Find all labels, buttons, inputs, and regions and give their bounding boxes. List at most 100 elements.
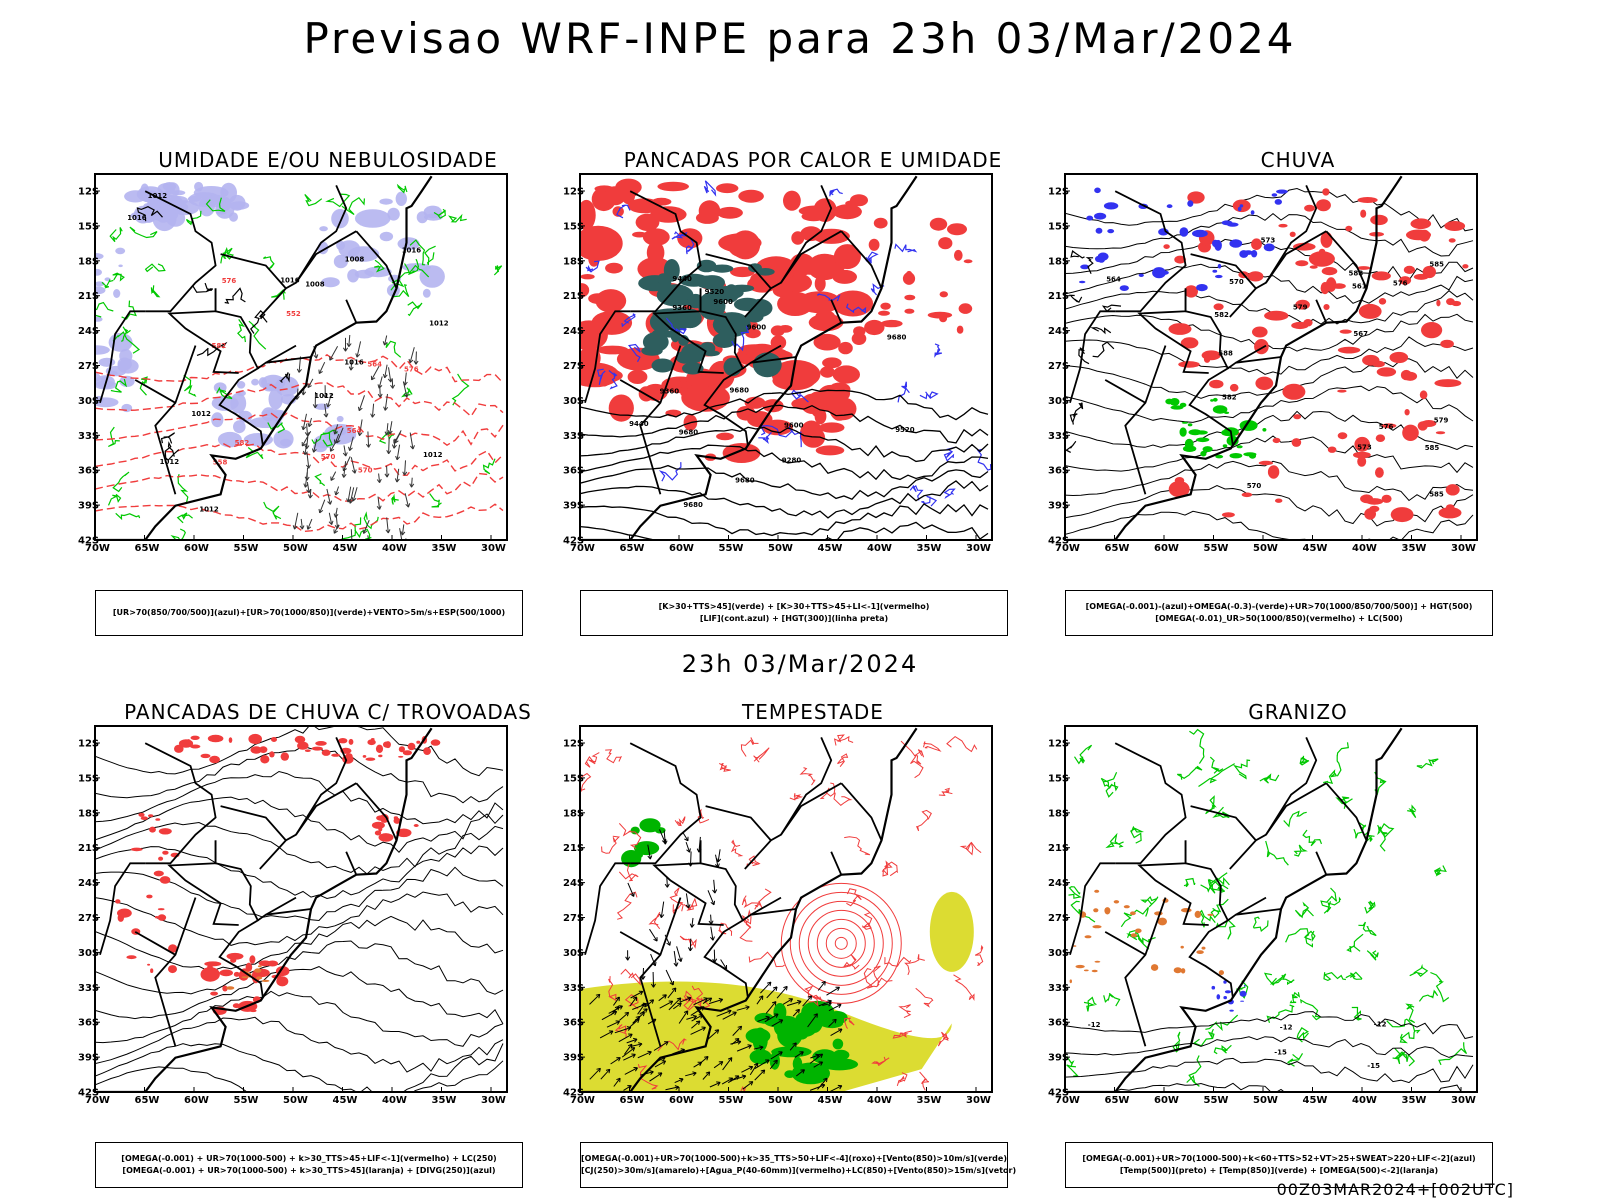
omega500-area	[1084, 935, 1092, 939]
rain-area	[1209, 379, 1224, 389]
coastline	[1065, 175, 1403, 540]
lat-tick-label: 12S	[1048, 739, 1069, 750]
wind-vector	[376, 505, 382, 510]
wind-vector	[307, 422, 313, 428]
precipitable-water-contour	[754, 888, 772, 908]
lat-tick-label: 33S	[1048, 983, 1069, 994]
lifted-index-contour	[921, 495, 938, 507]
lat-tick-label: 36S	[1048, 466, 1069, 477]
wind-850-vector	[741, 1066, 753, 1073]
omega-area	[1274, 199, 1282, 205]
rain-area	[1445, 484, 1460, 496]
temp850-contour	[1346, 933, 1364, 953]
wind-vector	[394, 438, 399, 444]
thunderstorm-area	[148, 814, 154, 818]
rain-area	[1308, 251, 1335, 267]
wind-850-vector	[659, 1000, 673, 1009]
hgt300-contour	[580, 426, 989, 463]
lat-tick-label: 15S	[563, 221, 584, 232]
rain-area	[1390, 507, 1414, 523]
state-border	[1104, 379, 1146, 404]
wind-850-vector	[614, 1027, 631, 1034]
wind-850-vector	[748, 1081, 754, 1086]
wind-vector	[323, 413, 329, 418]
lat-tick-label: 39S	[78, 501, 99, 512]
precipitable-water-contour	[718, 762, 731, 772]
wind-850-vector	[786, 1000, 802, 1007]
wind-vector	[334, 490, 340, 496]
instability-area	[596, 345, 629, 355]
wind-vector	[336, 427, 344, 444]
wind-vector	[327, 500, 333, 505]
pressure-isobar	[250, 310, 268, 334]
state-border	[639, 345, 682, 495]
wind-850-vector	[698, 836, 701, 853]
moisture-mid-patch	[331, 209, 349, 229]
wind-850-vector	[666, 876, 668, 888]
moisture-mid-patch	[233, 420, 246, 434]
precipitable-water-contour	[919, 1071, 930, 1091]
wind-850-vector	[741, 1074, 747, 1080]
temp850-contour	[1070, 900, 1096, 923]
temp850-contour	[1358, 921, 1377, 937]
moisture-low-contour	[115, 512, 141, 521]
state-border	[750, 356, 797, 364]
wind-850-vector	[664, 883, 670, 888]
wind-850-vector	[704, 1056, 709, 1061]
moisture-mid-patch	[249, 417, 282, 428]
wind-vector	[384, 335, 388, 346]
wind-850-vector	[640, 1011, 645, 1017]
thunderstorm-area	[371, 738, 375, 741]
omega-area	[1243, 250, 1253, 255]
moisture-low-contour	[108, 426, 120, 448]
coastline	[580, 727, 918, 1092]
wind-850-vector	[773, 1059, 778, 1065]
wind-vector	[307, 378, 314, 388]
hail-area	[1223, 996, 1227, 1000]
lon-tick-label: 35W	[1402, 543, 1427, 554]
state-border	[1325, 230, 1368, 289]
instability-area	[813, 198, 837, 222]
instability-area	[770, 335, 787, 350]
wind-vector	[330, 471, 337, 481]
wind-850-vector	[713, 949, 716, 963]
moisture-low-contour	[429, 493, 442, 508]
instability-area	[939, 291, 948, 298]
wind-vector	[306, 482, 310, 493]
hail-area	[1240, 1000, 1244, 1002]
temp850-contour	[1430, 971, 1450, 1003]
map-frame	[579, 173, 993, 541]
thunderstorm-area	[362, 755, 367, 758]
lat-tick-label: 21S	[1048, 843, 1069, 854]
lon-tick-label: 30W	[481, 1095, 506, 1106]
wind-850-vector	[691, 1020, 701, 1029]
wind-850-vector	[758, 995, 764, 1000]
wind-850-vector	[828, 1003, 842, 1012]
moisture-mid-patch	[118, 264, 123, 268]
thunderstorm-area	[190, 735, 200, 740]
isobar-label: 1012	[191, 410, 211, 418]
map-frame	[1064, 725, 1478, 1093]
moisture-low-contour	[248, 320, 267, 350]
precipitable-water-contour	[916, 809, 932, 832]
wind-vector	[401, 524, 405, 536]
rain-area	[1180, 337, 1199, 349]
wind-850-vector	[682, 831, 689, 842]
instability-area	[738, 189, 764, 203]
precipitable-water-contour	[608, 976, 617, 1002]
streamline	[95, 726, 504, 777]
thunderstorm-area	[140, 816, 148, 820]
state-border	[639, 897, 682, 1047]
omega-area	[1215, 274, 1223, 279]
wind-850-vector	[826, 986, 840, 996]
wind-vector	[351, 469, 357, 474]
omega-area	[1271, 193, 1278, 197]
wind-850-vector	[730, 1041, 742, 1045]
omega-area	[1212, 239, 1219, 248]
thunderstorm-area	[398, 755, 404, 758]
hgt500-label: 564	[1106, 275, 1121, 283]
hgt500-contour	[1065, 440, 1077, 453]
rain-area	[1258, 460, 1274, 466]
panel-chuva: CHUVA 588 588 585 585 582 579 576 573 570 567 564 5…	[1048, 148, 1548, 638]
rain-area	[1295, 299, 1310, 310]
